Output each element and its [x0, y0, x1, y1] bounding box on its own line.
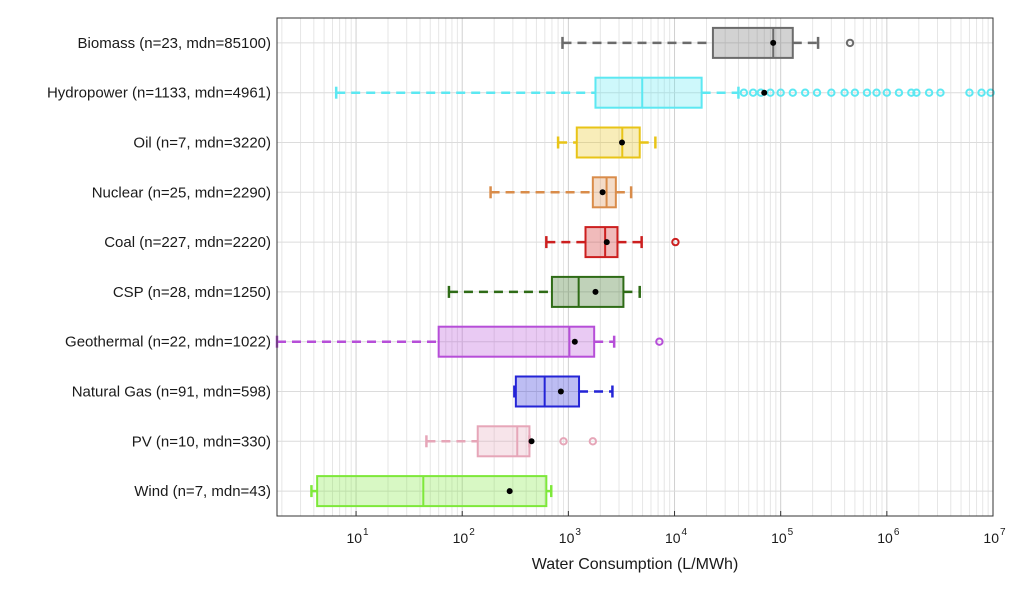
iqr-box — [575, 126, 641, 159]
grid-lines — [277, 18, 994, 516]
outlier-point — [788, 88, 797, 97]
category-label: Natural Gas (n=91, mdn=598) — [72, 384, 271, 401]
outlier-point — [840, 88, 849, 97]
box-row — [556, 126, 657, 159]
category-label: Oil (n=7, mdn=3220) — [133, 135, 271, 152]
box-row — [447, 275, 641, 308]
mean-point — [599, 189, 606, 196]
box-row — [425, 425, 598, 458]
iqr-box — [594, 76, 703, 109]
iqr-box — [711, 26, 794, 59]
iqr-box — [584, 226, 619, 259]
category-labels: Biomass (n=23, mdn=85100) Hydropower (n=1… — [47, 35, 271, 500]
outlier-point — [965, 88, 974, 97]
x-axis-title: Water Consumption (L/MWh) — [532, 556, 739, 573]
box-row — [561, 26, 855, 59]
mean-point — [506, 488, 513, 495]
outlier-point — [872, 88, 881, 97]
mean-point — [528, 438, 535, 445]
mean-point — [618, 139, 625, 146]
plot-frame — [276, 17, 994, 517]
outlier-point — [812, 88, 822, 97]
x-tick-labels: 10 1 10 2 10 3 10 4 10 5 10 6 10 7 — [346, 511, 1006, 546]
iqr-box — [550, 275, 625, 308]
x-tick-label: 10 — [346, 530, 362, 546]
outlier-point — [907, 88, 916, 97]
x-tick-label: 10 — [771, 530, 787, 546]
x-tick-exponent: 6 — [894, 527, 900, 538]
box-row — [310, 475, 553, 508]
outlier-point — [850, 88, 860, 97]
outlier-point — [882, 88, 892, 97]
category-label: CSP (n=28, mdn=1250) — [113, 284, 271, 301]
x-tick-exponent: 4 — [682, 527, 688, 538]
category-label: Nuclear (n=25, mdn=2290) — [92, 184, 271, 201]
x-tick-label: 10 — [665, 530, 681, 546]
iqr-box — [437, 325, 596, 358]
box-row — [545, 226, 680, 259]
mean-point — [571, 338, 578, 345]
box-row — [489, 176, 633, 209]
x-tick-label: 10 — [453, 530, 469, 546]
outlier-point — [588, 437, 598, 446]
mean-point — [592, 288, 599, 295]
outlier-point — [776, 88, 785, 97]
outlier-point — [936, 88, 945, 97]
outlier-point — [845, 38, 855, 48]
x-tick-exponent: 2 — [469, 527, 475, 538]
outlier-point — [671, 237, 680, 247]
x-tick-label: 10 — [877, 530, 893, 546]
outlier-point — [655, 337, 664, 346]
outlier-point — [739, 88, 749, 97]
iqr-box — [476, 425, 531, 458]
category-label: Geothermal (n=22, mdn=1022) — [65, 334, 271, 351]
category-label: PV (n=10, mdn=330) — [132, 433, 271, 450]
mean-point — [603, 239, 610, 246]
mean-point — [761, 89, 768, 96]
outlier-point — [912, 88, 921, 97]
outlier-point — [894, 88, 904, 97]
box-row — [513, 375, 614, 408]
outlier-point — [800, 88, 810, 97]
box-row — [334, 76, 995, 109]
x-tick-exponent: 1 — [363, 527, 369, 538]
outlier-point — [827, 88, 836, 97]
mean-point — [557, 388, 564, 395]
outlier-point — [986, 88, 995, 97]
iqr-box — [514, 375, 581, 408]
category-label: Wind (n=7, mdn=43) — [134, 483, 271, 500]
x-tick-exponent: 3 — [575, 527, 581, 538]
outlier-point — [862, 88, 872, 97]
outlier-point — [924, 88, 934, 97]
x-tick-exponent: 7 — [1000, 527, 1006, 538]
x-tick-exponent: 5 — [788, 527, 794, 538]
category-label: Coal (n=227, mdn=2220) — [104, 234, 271, 251]
outlier-point — [748, 88, 758, 97]
category-label: Hydropower (n=1133, mdn=4961) — [47, 85, 271, 102]
outlier-point — [559, 437, 568, 446]
mean-point — [770, 39, 777, 46]
box-series — [275, 26, 995, 508]
outlier-point — [977, 88, 986, 97]
x-tick-label: 10 — [559, 530, 575, 546]
category-label: Biomass (n=23, mdn=85100) — [78, 35, 271, 52]
x-tick-label: 10 — [983, 530, 999, 546]
